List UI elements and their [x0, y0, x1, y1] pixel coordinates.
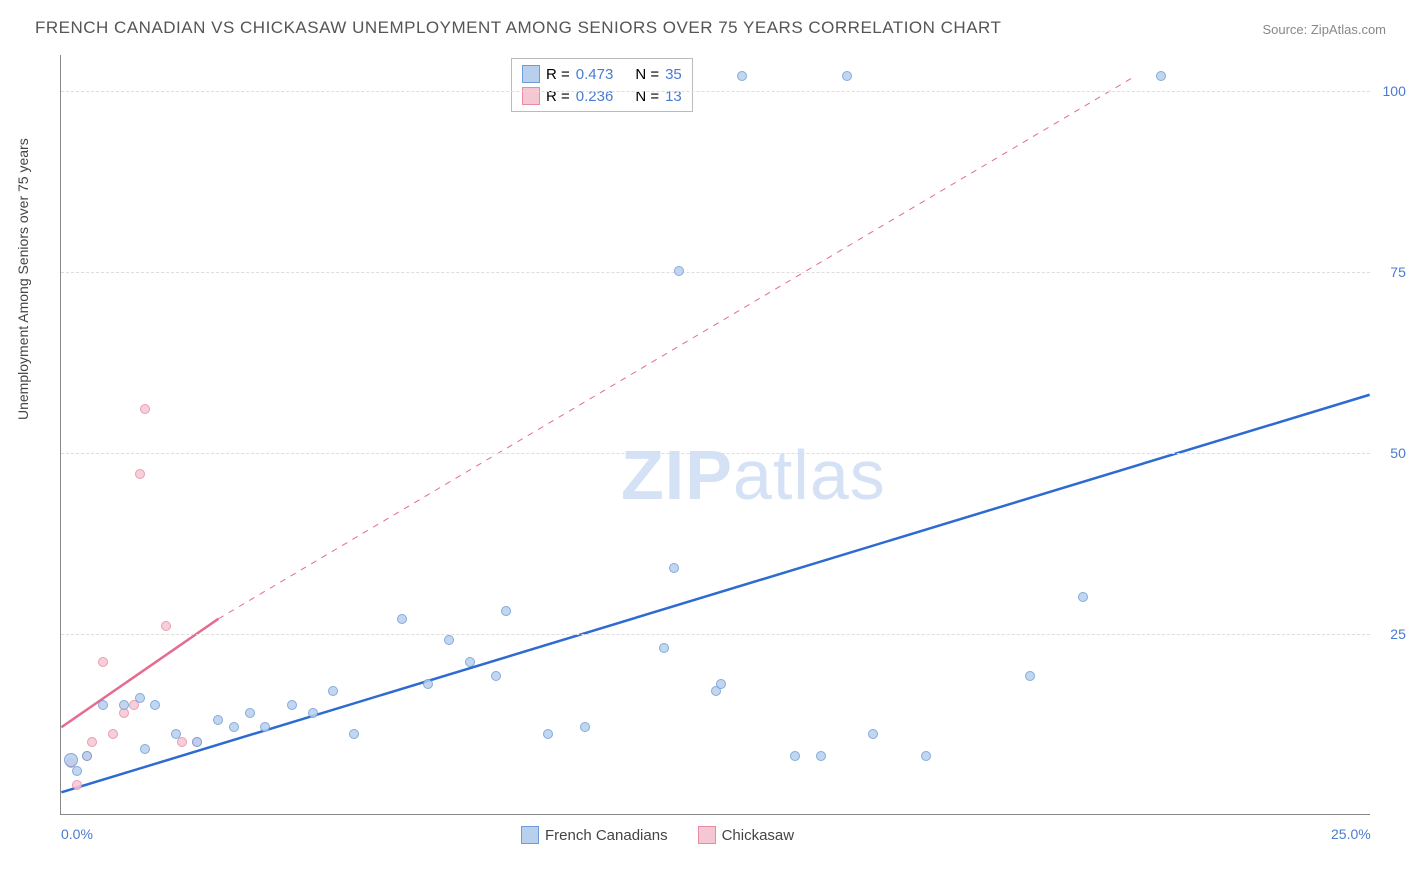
legend-label-chickasaw: Chickasaw: [722, 827, 795, 844]
x-tick-label: 0.0%: [61, 826, 93, 842]
n-value-chickasaw: 13: [665, 88, 682, 105]
french-point: [669, 563, 679, 573]
french-point: [213, 715, 223, 725]
french-point: [501, 606, 511, 616]
french-point: [150, 700, 160, 710]
french-point: [543, 729, 553, 739]
y-tick-label: 25.0%: [1390, 626, 1406, 642]
french-point: [842, 71, 852, 81]
french-point: [674, 266, 684, 276]
swatch-chickasaw-icon: [522, 87, 540, 105]
french-point: [868, 729, 878, 739]
french-point: [135, 693, 145, 703]
french-point: [72, 766, 82, 776]
french-point: [287, 700, 297, 710]
chickasaw-point: [98, 657, 108, 667]
x-tick-label: 25.0%: [1331, 826, 1371, 842]
watermark: ZIPatlas: [621, 435, 886, 515]
swatch-french-icon: [522, 65, 540, 83]
trend-lines: [61, 55, 1370, 814]
y-axis-label: Unemployment Among Seniors over 75 years: [15, 138, 31, 420]
source-label: Source: ZipAtlas.com: [1262, 22, 1386, 37]
r-value-chickasaw: 0.236: [576, 88, 614, 105]
french-point: [1025, 671, 1035, 681]
chickasaw-point: [161, 621, 171, 631]
french-point: [659, 643, 669, 653]
french-point: [140, 744, 150, 754]
french-point: [245, 708, 255, 718]
stats-legend: R = 0.473 N = 35 R = 0.236 N = 13: [511, 58, 693, 112]
french-point: [260, 722, 270, 732]
gridline: [61, 272, 1370, 273]
french-point: [465, 657, 475, 667]
legend-item-chickasaw: Chickasaw: [698, 826, 795, 844]
french-point: [816, 751, 826, 761]
french-point: [98, 700, 108, 710]
stats-row-french: R = 0.473 N = 35: [522, 63, 682, 85]
legend-label-french: French Canadians: [545, 827, 668, 844]
stats-row-chickasaw: R = 0.236 N = 13: [522, 85, 682, 107]
french-point: [444, 635, 454, 645]
french-point: [349, 729, 359, 739]
french-point: [790, 751, 800, 761]
chickasaw-point: [72, 780, 82, 790]
french-point: [1156, 71, 1166, 81]
french-point: [580, 722, 590, 732]
plot-area: ZIPatlas R = 0.473 N = 35 R = 0.236 N = …: [60, 55, 1370, 815]
gridline: [61, 453, 1370, 454]
r-value-french: 0.473: [576, 66, 614, 83]
legend-item-french: French Canadians: [521, 826, 668, 844]
french-point: [82, 751, 92, 761]
french-point: [423, 679, 433, 689]
french-point: [119, 700, 129, 710]
gridline: [61, 634, 1370, 635]
french-point: [229, 722, 239, 732]
gridline: [61, 91, 1370, 92]
swatch-french-icon: [521, 826, 539, 844]
chickasaw-point: [108, 729, 118, 739]
chart-title: FRENCH CANADIAN VS CHICKASAW UNEMPLOYMEN…: [35, 18, 1001, 38]
chickasaw-point: [135, 469, 145, 479]
y-tick-label: 75.0%: [1390, 264, 1406, 280]
y-tick-label: 100.0%: [1383, 83, 1406, 99]
french-point: [491, 671, 501, 681]
chickasaw-point: [140, 404, 150, 414]
french-point: [397, 614, 407, 624]
french-point: [308, 708, 318, 718]
french-point: [737, 71, 747, 81]
french-point: [716, 679, 726, 689]
french-point: [192, 737, 202, 747]
french-point: [328, 686, 338, 696]
y-tick-label: 50.0%: [1390, 445, 1406, 461]
swatch-chickasaw-icon: [698, 826, 716, 844]
n-value-french: 35: [665, 66, 682, 83]
chart-container: FRENCH CANADIAN VS CHICKASAW UNEMPLOYMEN…: [0, 0, 1406, 892]
french-point: [171, 729, 181, 739]
chickasaw-point: [87, 737, 97, 747]
series-legend: French Canadians Chickasaw: [521, 826, 794, 844]
french-point: [921, 751, 931, 761]
french-point: [1078, 592, 1088, 602]
